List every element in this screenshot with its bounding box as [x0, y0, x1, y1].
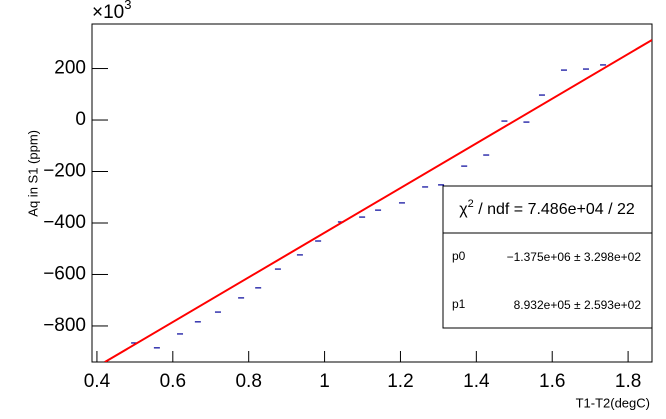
chi2: χ2 / ndf = 7.486e+04 / 22 — [459, 198, 635, 218]
param-name: p0 — [452, 249, 466, 263]
y-tick-label: 0 — [75, 109, 86, 130]
param-value: 8.932e+05 ± 2.593e+02 — [514, 298, 642, 312]
x-tick-label: 1 — [319, 371, 330, 392]
y-tick-label: −600 — [43, 263, 86, 284]
x-tick-label: 1.4 — [463, 371, 490, 392]
y-axis-label: Aq in S1 (ppm) — [25, 130, 40, 217]
x-tick-label: 1.6 — [539, 371, 565, 392]
y-multiplier-base: ×10 — [92, 2, 124, 23]
param-value: −1.375e+06 ± 3.298e+02 — [507, 250, 642, 264]
y-multiplier: ×103 — [92, 0, 131, 23]
y-tick-label: −800 — [43, 315, 86, 336]
y-tick-label: −200 — [43, 161, 86, 182]
fit-line — [104, 39, 652, 362]
y-tick-label: −400 — [43, 212, 86, 233]
x-tick-label: 1.8 — [615, 371, 641, 392]
stats-frame — [442, 185, 653, 329]
y-tick-label: 200 — [54, 58, 86, 79]
y-multiplier-exponent: 3 — [124, 0, 131, 12]
x-tick-label: 0.8 — [235, 371, 261, 392]
x-axis-label: T1-T2(degC) — [576, 395, 650, 410]
chi2-exp: 2 — [468, 198, 474, 210]
chi2-symbol: χ — [459, 201, 468, 218]
stats-box: χ2 / ndf = 7.486e+04 / 22 p0 −1.375e+06 … — [442, 185, 653, 329]
param-name: p1 — [452, 297, 466, 311]
x-tick-label: 0.6 — [160, 371, 186, 392]
chi2-text: / ndf = 7.486e+04 / 22 — [474, 201, 635, 218]
x-tick-label: 0.4 — [84, 371, 111, 392]
x-tick-label: 1.2 — [387, 371, 413, 392]
